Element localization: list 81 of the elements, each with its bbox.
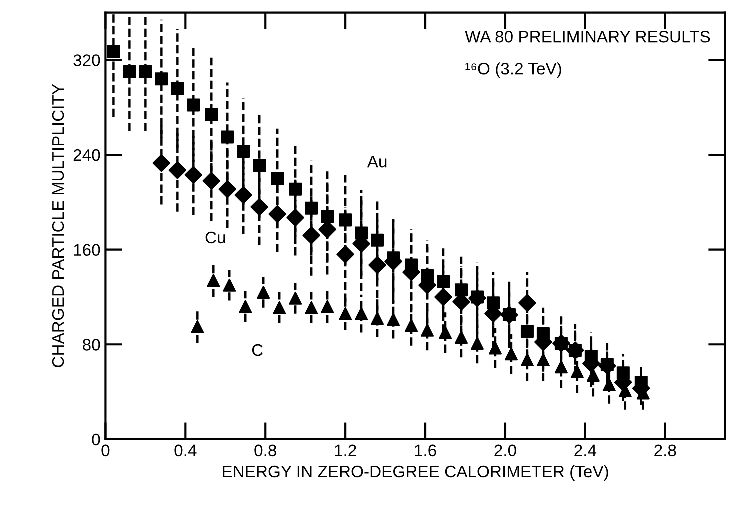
point <box>250 198 269 216</box>
point <box>123 66 136 79</box>
point <box>273 301 286 314</box>
y-tick-label: 80 <box>83 339 100 351</box>
point <box>107 45 120 58</box>
point <box>207 274 220 288</box>
point <box>139 66 152 79</box>
x-tick-label: 2.8 <box>654 444 676 457</box>
point <box>187 98 200 112</box>
annotation: WA 80 PRELIMINARY RESULTS <box>465 31 710 43</box>
point <box>321 300 334 314</box>
point <box>439 326 452 340</box>
point <box>257 286 270 299</box>
point <box>168 162 187 180</box>
point <box>191 320 204 334</box>
point <box>152 154 171 172</box>
point <box>268 205 287 224</box>
point <box>387 313 400 326</box>
point <box>289 292 302 305</box>
point <box>455 284 468 297</box>
x-tick-label: 2.4 <box>574 444 597 456</box>
x-tick-label: 0.8 <box>254 444 276 457</box>
point <box>434 288 452 306</box>
point <box>437 275 450 288</box>
point <box>321 210 334 224</box>
point <box>339 307 352 320</box>
point <box>468 290 486 308</box>
x-axis-title: ENERGY IN ZERO-DEGREE CALORIMETER (TeV) <box>223 465 608 481</box>
point <box>339 214 352 227</box>
point <box>184 166 203 184</box>
point <box>520 325 534 338</box>
point <box>586 368 600 382</box>
point <box>405 319 418 332</box>
point <box>155 72 168 86</box>
text: Au <box>367 156 387 168</box>
x-tick-label: 0 <box>102 444 110 457</box>
point <box>223 278 236 292</box>
point <box>336 246 354 264</box>
point <box>421 324 434 337</box>
point <box>302 226 320 245</box>
annotation: ¹⁶O (3.2 TeV) <box>466 62 562 78</box>
y-tick-label: 160 <box>74 244 100 256</box>
point <box>205 108 218 122</box>
series-label: C <box>252 344 263 356</box>
x-tick-label: 2.0 <box>494 444 516 457</box>
point <box>305 301 318 314</box>
point <box>234 186 253 204</box>
point <box>202 172 221 190</box>
point <box>504 348 518 361</box>
point <box>368 256 386 274</box>
point <box>520 354 534 367</box>
y-tick-label: 240 <box>74 149 100 162</box>
point <box>518 294 536 312</box>
point <box>271 172 284 186</box>
point <box>371 234 384 247</box>
x-tick-label: 1.6 <box>415 444 436 457</box>
point <box>355 307 368 320</box>
point <box>570 365 584 378</box>
point <box>239 300 252 314</box>
point <box>289 182 302 196</box>
point <box>602 378 616 392</box>
point <box>305 202 318 215</box>
x-tick-label: 1.2 <box>335 444 356 456</box>
y-tick-label: 0 <box>92 434 100 446</box>
point <box>237 144 250 158</box>
point <box>253 159 266 172</box>
point <box>218 180 237 198</box>
point <box>286 208 305 227</box>
point <box>371 312 384 326</box>
x-tick-label: 0.4 <box>174 444 197 457</box>
y-axis-title: CHARGED PARTICLE MULTIPLICITY <box>52 84 64 368</box>
point <box>455 331 468 344</box>
point <box>488 342 502 355</box>
point <box>598 357 616 375</box>
point <box>470 336 484 350</box>
y-tick-label: 320 <box>74 54 100 66</box>
point <box>554 360 568 374</box>
point <box>171 82 184 96</box>
point <box>536 354 550 367</box>
text: Cu <box>206 232 226 244</box>
point <box>221 130 234 144</box>
